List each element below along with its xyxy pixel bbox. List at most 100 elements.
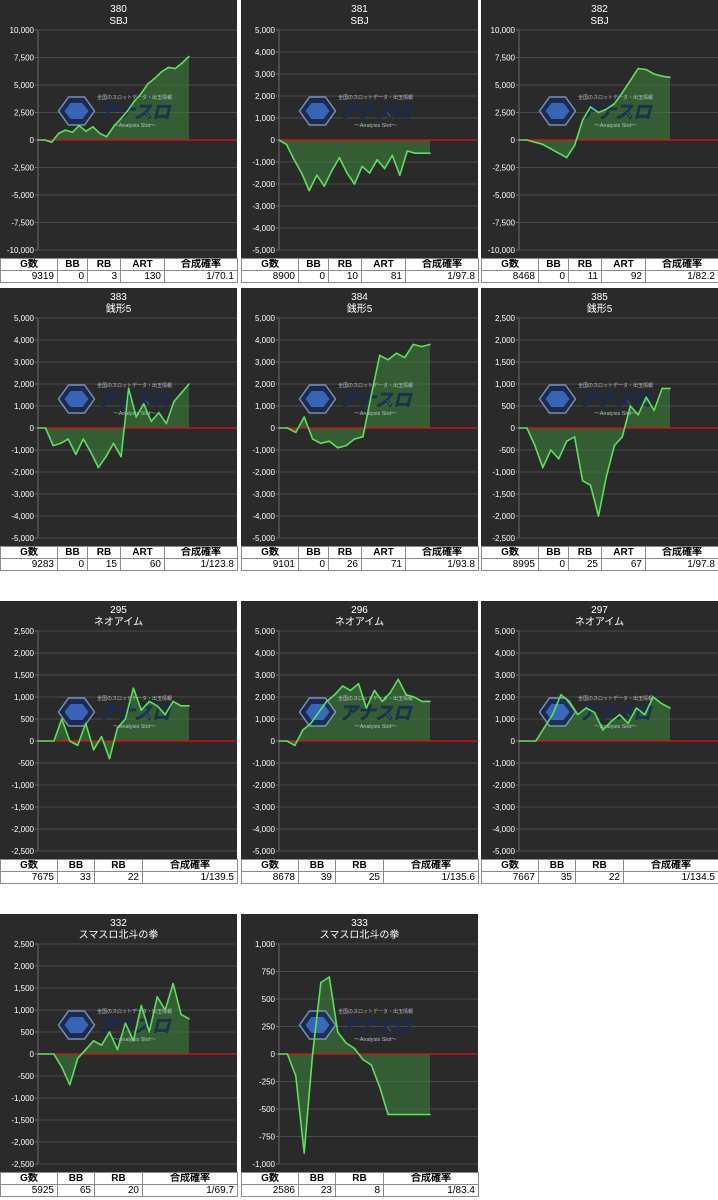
tick-label: 4,000 [14, 336, 35, 345]
data-point [653, 73, 655, 75]
data-point [346, 172, 348, 174]
tick-label: 1,000 [14, 693, 35, 702]
tick-label: -2,000 [252, 180, 275, 189]
data-point [285, 143, 288, 146]
data-point [76, 1057, 79, 1060]
tick-label: -5,000 [11, 191, 34, 200]
data-point [543, 727, 545, 729]
stats-value-cell: 9101 [241, 558, 299, 571]
data-point [669, 707, 671, 709]
data-point [518, 139, 520, 141]
data-point [180, 705, 182, 707]
data-point [286, 740, 288, 742]
stats-value-cell: 1/135.6 [383, 871, 479, 884]
tick-label: 1,000 [255, 402, 276, 411]
tick-label: -2,500 [11, 847, 34, 856]
data-point [156, 996, 158, 998]
stats-header-cell: 合成確率 [142, 859, 238, 872]
chart-number: 332 [110, 918, 127, 929]
chart-number: 380 [110, 4, 127, 15]
stats-header-cell: G数 [0, 859, 58, 872]
logo-inner-icon [64, 103, 89, 119]
data-point [278, 740, 280, 742]
data-point [316, 174, 318, 176]
data-point [550, 148, 552, 150]
watermark-top-text: 全国のスロットデータ・出玉情報 [578, 94, 653, 101]
tick-label: -10,000 [488, 246, 516, 255]
machine-name: ネオアイム [575, 616, 624, 628]
data-point [613, 444, 616, 447]
data-point [637, 67, 639, 70]
logo-inner-icon [64, 391, 89, 407]
data-point [669, 387, 671, 390]
stats-value-cell: 8995 [481, 558, 539, 571]
chart-area: 383 銭形5 5,000 4,000 3,000 2,000 1,000 0 -1,000 -2… [0, 288, 237, 546]
data-point [52, 444, 54, 447]
tick-label: 1,000 [495, 380, 516, 389]
chart-area: 384 銭形5 5,000 4,000 3,000 2,000 1,000 0 -1,000 -2… [241, 288, 478, 546]
data-point [71, 131, 74, 134]
watermark-sub-text: 〜Analysis Slot〜 [354, 123, 397, 129]
tick-label: -1,000 [492, 759, 515, 768]
chart-number: 381 [351, 4, 368, 15]
data-point [399, 174, 401, 176]
watermark-sub-text: 〜Analysis Slot〜 [113, 724, 156, 730]
data-point [420, 345, 423, 348]
watermark-top-text: 全国のスロットデータ・出玉情報 [338, 1008, 413, 1015]
tick-label: -5,000 [11, 534, 34, 543]
data-point [420, 1113, 423, 1116]
stats-value-cell: 22 [575, 871, 624, 884]
tick-label: 10,000 [491, 26, 516, 35]
stats-value-cell: 25 [568, 558, 602, 571]
data-point [133, 100, 135, 103]
data-point [395, 352, 398, 354]
data-point [172, 700, 174, 703]
data-point [383, 167, 386, 170]
data-point [78, 124, 80, 127]
tick-label: -5,000 [492, 191, 515, 200]
data-point [310, 722, 312, 725]
chart-number: 383 [110, 292, 127, 303]
data-point [156, 705, 158, 707]
data-point [100, 735, 103, 738]
stats-header-cell: G数 [481, 258, 539, 271]
tick-label: 2,000 [14, 380, 35, 389]
tick-label: -1,000 [252, 446, 275, 455]
tick-label: -2,000 [492, 512, 515, 521]
data-point [568, 700, 571, 703]
data-point [644, 713, 646, 716]
data-point [353, 1047, 356, 1050]
data-point [180, 392, 183, 394]
stats-value-cell: 15 [87, 558, 121, 571]
tick-label: -2,000 [252, 468, 275, 477]
tick-label: 500 [502, 402, 516, 411]
stats-table: G数 BB RB ART 合成確率 8995 0 25 67 1/97.8 [481, 546, 718, 571]
stats-header-cell: 合成確率 [164, 546, 238, 559]
tick-label: 2,000 [255, 380, 276, 389]
data-point [660, 702, 663, 705]
stats-header-cell: ART [120, 258, 165, 271]
data-point [160, 71, 163, 73]
data-point [37, 427, 39, 429]
data-point [534, 444, 536, 447]
data-point [153, 77, 156, 80]
tick-label: -3,000 [252, 803, 275, 812]
stats-table: G数 BB RB 合成確率 7675 33 22 1/139.5 [0, 859, 238, 884]
tick-label: 2,500 [14, 109, 35, 118]
data-point [597, 111, 600, 114]
watermark-top-text: 全国のスロットデータ・出玉情報 [97, 382, 172, 389]
machine-name: スマスロ北斗の拳 [320, 928, 400, 941]
data-point [108, 757, 111, 760]
stats-value-cell: 25 [335, 871, 384, 884]
watermark-main-text: アナスロ [99, 1016, 173, 1037]
watermark-main-text: アナスロ [340, 102, 414, 123]
data-point [278, 427, 280, 429]
data-point [311, 438, 314, 440]
